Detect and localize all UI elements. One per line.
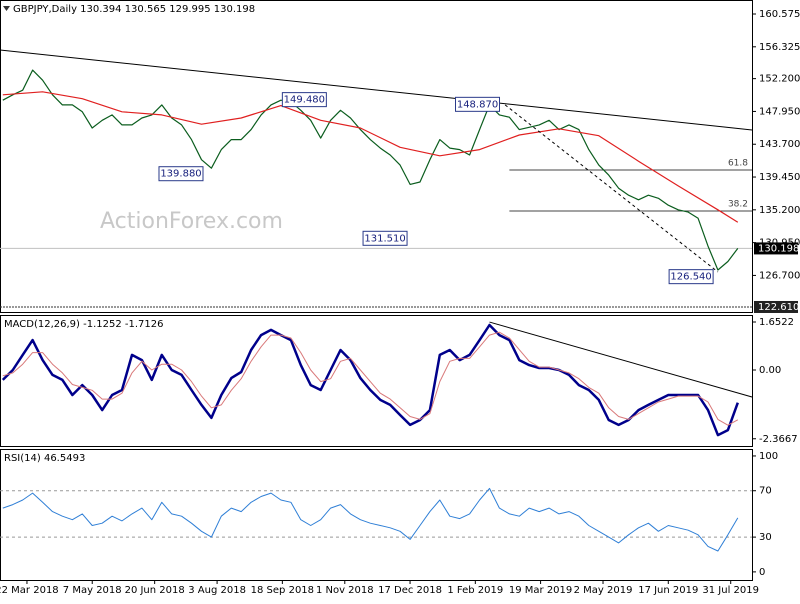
annotation-box [455, 96, 501, 112]
panel-frame [0, 315, 753, 447]
annotation-box [362, 230, 408, 246]
y-tick-label: 156.325 [759, 42, 800, 53]
annotation-box [668, 269, 714, 285]
title-icon [3, 6, 10, 11]
y-tick-label: 30 [759, 532, 772, 543]
x-tick-label: 7 May 2018 [63, 585, 122, 596]
annotation-label: 148.870 [457, 99, 498, 110]
series-line [2, 69, 739, 271]
x-tick-label: 22 Mar 2018 [0, 585, 59, 596]
annotation-box [281, 92, 327, 108]
x-tick-label: 19 Mar 2019 [509, 585, 572, 596]
x-tick-label: 1 Feb 2019 [447, 585, 503, 596]
support-label-box [754, 300, 798, 313]
last-price-label: 130.198 [758, 243, 799, 254]
support-label: 122.610 [758, 302, 799, 313]
annotation-label: 139.880 [160, 169, 201, 180]
chart-title: GBPJPY,Daily 130.394 130.565 129.995 130… [13, 4, 255, 15]
last-price-box [754, 242, 798, 255]
fib-label: 38.2 [728, 199, 748, 209]
y-tick-label: 160.575 [759, 9, 800, 20]
y-tick-label: 147.950 [759, 106, 800, 117]
watermark: ActionForex.com [100, 209, 283, 234]
fib-label: 61.8 [728, 159, 748, 169]
y-tick-label: 0.00 [759, 365, 781, 376]
y-tick-label: 143.700 [759, 139, 800, 150]
panel-frame [0, 0, 753, 313]
annotation-label: 126.540 [670, 272, 711, 283]
annotation-label: 149.480 [284, 95, 325, 106]
y-tick-label: 70 [759, 486, 772, 497]
y-tick-label: 139.450 [759, 172, 800, 183]
series-line [2, 487, 739, 552]
y-tick-label: 100 [759, 451, 778, 462]
y-tick-label: -2.3667 [759, 434, 798, 445]
y-tick-label: 0 [759, 567, 765, 578]
panel-title: MACD(12,26,9) -1.1252 -1.7126 [4, 319, 164, 330]
x-tick-label: 3 Aug 2018 [188, 585, 246, 596]
series-line [1, 323, 739, 437]
x-tick-label: 1 Nov 2018 [316, 585, 374, 596]
x-tick-label: 17 Dec 2018 [378, 585, 442, 596]
y-tick-label: 1.6522 [759, 317, 794, 328]
trendline [489, 321, 753, 398]
series-line [2, 91, 739, 223]
x-tick-label: 20 Jun 2018 [125, 585, 185, 596]
annotation-label: 131.510 [364, 233, 405, 244]
x-tick-label: 18 Sep 2018 [251, 585, 314, 596]
y-tick-label: 135.200 [759, 205, 800, 216]
panel-frame [0, 449, 753, 581]
x-tick-label: 17 Jun 2019 [638, 585, 698, 596]
trendline [0, 49, 753, 131]
x-tick-label: 31 Jul 2019 [702, 585, 759, 596]
y-tick-label: 152.200 [759, 74, 800, 85]
panel-title: RSI(14) 46.5493 [4, 453, 85, 464]
annotation-box [158, 166, 204, 182]
y-tick-label: 126.700 [759, 270, 800, 281]
x-tick-label: 2 May 2019 [574, 585, 633, 596]
series-line [2, 331, 739, 426]
